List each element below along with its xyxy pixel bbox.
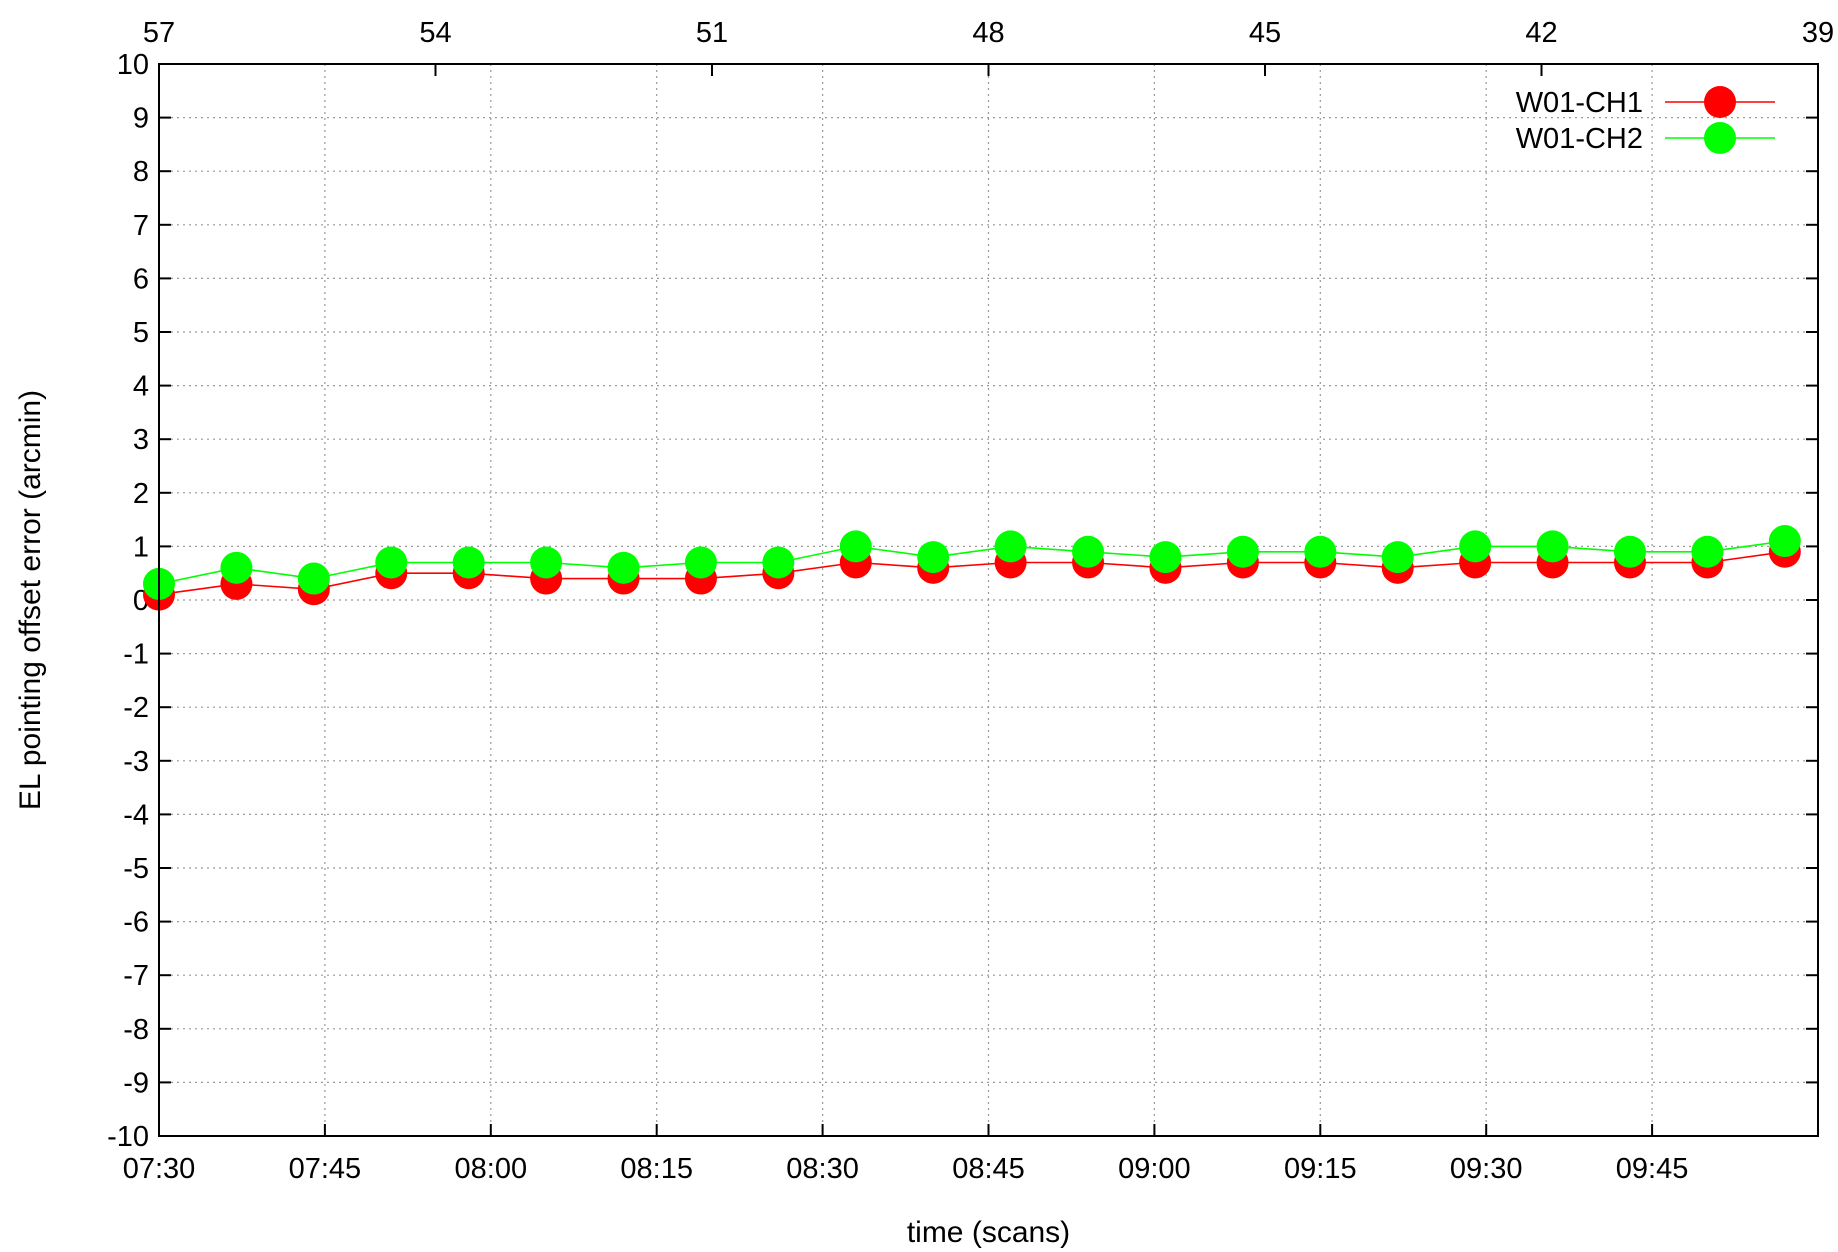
legend-label: W01-CH2 — [1516, 123, 1643, 155]
data-point — [917, 541, 950, 574]
y-tick-label: -4 — [123, 799, 149, 831]
x-tick-label: 08:30 — [786, 1153, 859, 1185]
y-tick-label: 9 — [133, 103, 149, 135]
x2-tick-label: 39 — [1802, 17, 1834, 49]
y-tick-label: -10 — [107, 1121, 149, 1153]
data-point — [375, 546, 408, 579]
data-point — [1459, 530, 1492, 563]
data-point — [530, 546, 563, 579]
y-tick-label: -9 — [123, 1067, 149, 1099]
series-line — [158, 551, 1785, 596]
y-tick-label: 4 — [133, 371, 149, 403]
x2-tick-label: 51 — [696, 17, 728, 49]
x-tick-label: 07:45 — [289, 1153, 362, 1185]
x-axis-label: time (scans) — [907, 1216, 1070, 1249]
x2-tick-label: 54 — [419, 17, 451, 49]
x2-tick-label: 57 — [143, 17, 175, 49]
x-tick-label: 07:30 — [123, 1153, 196, 1185]
data-point — [220, 551, 253, 584]
y-tick-label: -1 — [123, 639, 149, 671]
series-line — [158, 540, 1785, 585]
y-tick-label: 1 — [133, 531, 149, 563]
x2-tick-label: 42 — [1525, 17, 1557, 49]
y-tick-label: -5 — [123, 853, 149, 885]
x-tick-label: 09:30 — [1450, 1153, 1523, 1185]
x2-tick-label: 45 — [1249, 17, 1281, 49]
y-tick-label: -6 — [123, 907, 149, 939]
y-tick-label: 2 — [133, 478, 149, 510]
data-point — [839, 530, 872, 563]
data-point — [1226, 535, 1259, 568]
x-tick-label: 08:45 — [952, 1153, 1025, 1185]
x-tick-label: 09:15 — [1284, 1153, 1357, 1185]
data-point — [762, 546, 795, 579]
data-point — [1072, 535, 1105, 568]
y-axis-label: EL pointing offset error (arcmin) — [14, 390, 47, 810]
y-tick-label: -7 — [123, 960, 149, 992]
data-point — [297, 562, 330, 595]
data-point — [1768, 525, 1801, 558]
y-tick-label: 6 — [133, 263, 149, 295]
x-tick-label: 09:45 — [1616, 1153, 1689, 1185]
series — [143, 525, 1801, 611]
y-tick-label: -3 — [123, 746, 149, 778]
data-point — [1536, 530, 1569, 563]
legend-item: W01-CH1 — [1516, 86, 1775, 119]
y-tick-label: 10 — [117, 49, 149, 81]
data-point — [1691, 535, 1724, 568]
data-point — [607, 551, 640, 584]
data-point — [452, 546, 485, 579]
y-tick-label: 5 — [133, 317, 149, 349]
y-tick-label: -8 — [123, 1014, 149, 1046]
data-point — [1304, 535, 1337, 568]
data-point — [1381, 541, 1414, 574]
y-tick-label: 8 — [133, 156, 149, 188]
legend: W01-CH1 W01-CH2 — [1516, 86, 1775, 155]
y-tick-label: 7 — [133, 210, 149, 242]
y-tick-label: 3 — [133, 424, 149, 456]
legend-marker — [1704, 122, 1736, 154]
x2-tick-label: 48 — [972, 17, 1004, 49]
x2-tick-labels: 57 54 51 48 45 42 39 — [143, 17, 1834, 49]
x-tick-label: 08:15 — [620, 1153, 693, 1185]
data-point — [684, 546, 717, 579]
plot-frame — [158, 63, 1819, 1137]
x-tick-label: 08:00 — [455, 1153, 528, 1185]
legend-label: W01-CH1 — [1516, 87, 1643, 119]
series-w01-ch2 — [143, 525, 1801, 600]
data-point — [1149, 541, 1182, 574]
x-tick-label: 09:00 — [1118, 1153, 1191, 1185]
legend-item: W01-CH2 — [1516, 122, 1775, 155]
y-tick-label: -2 — [123, 692, 149, 724]
data-point — [994, 530, 1027, 563]
data-point — [1613, 535, 1646, 568]
legend-marker — [1704, 86, 1736, 118]
x-tick-labels: 07:30 07:45 08:00 08:15 08:30 08:45 09:00 09:15… — [123, 1153, 1689, 1185]
